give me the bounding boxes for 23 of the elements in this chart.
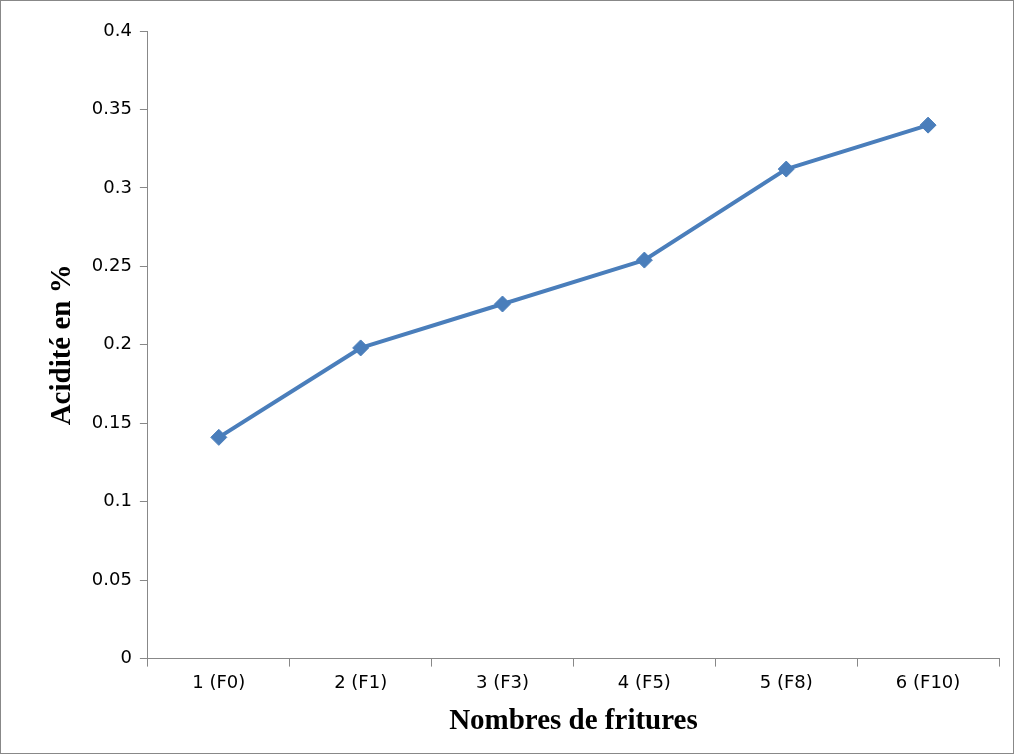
y-tick-label: 0.3	[103, 175, 132, 197]
point	[352, 339, 370, 357]
point	[494, 295, 512, 313]
y-tick-label: 0.35	[91, 97, 132, 119]
point	[777, 160, 795, 178]
y-tick-label: 0.1	[103, 489, 132, 511]
x-tick-label: 5 (F8)	[759, 671, 813, 693]
x-axis-title: Nombres de fritures	[449, 703, 698, 736]
y-tick-label: 0.25	[91, 254, 132, 276]
y-tick-label: 0.2	[103, 332, 132, 354]
point	[919, 116, 937, 134]
x-tick-label: 3 (F3)	[476, 671, 530, 693]
x-tick-label: 4 (F5)	[617, 671, 671, 693]
y-tick-label: 0	[120, 646, 132, 668]
y-tick-label: 0.15	[91, 410, 132, 432]
point	[635, 251, 653, 269]
x-tick-label: 2 (F1)	[334, 671, 388, 693]
point	[210, 428, 228, 446]
y-tick-label: 0.05	[91, 567, 132, 589]
y-tick-label: 0.4	[103, 18, 132, 40]
x-tick-label: 6 (F10)	[895, 671, 961, 693]
y-axis-title: Acidité en %	[43, 264, 76, 426]
x-tick-label: 1 (F0)	[192, 671, 246, 693]
